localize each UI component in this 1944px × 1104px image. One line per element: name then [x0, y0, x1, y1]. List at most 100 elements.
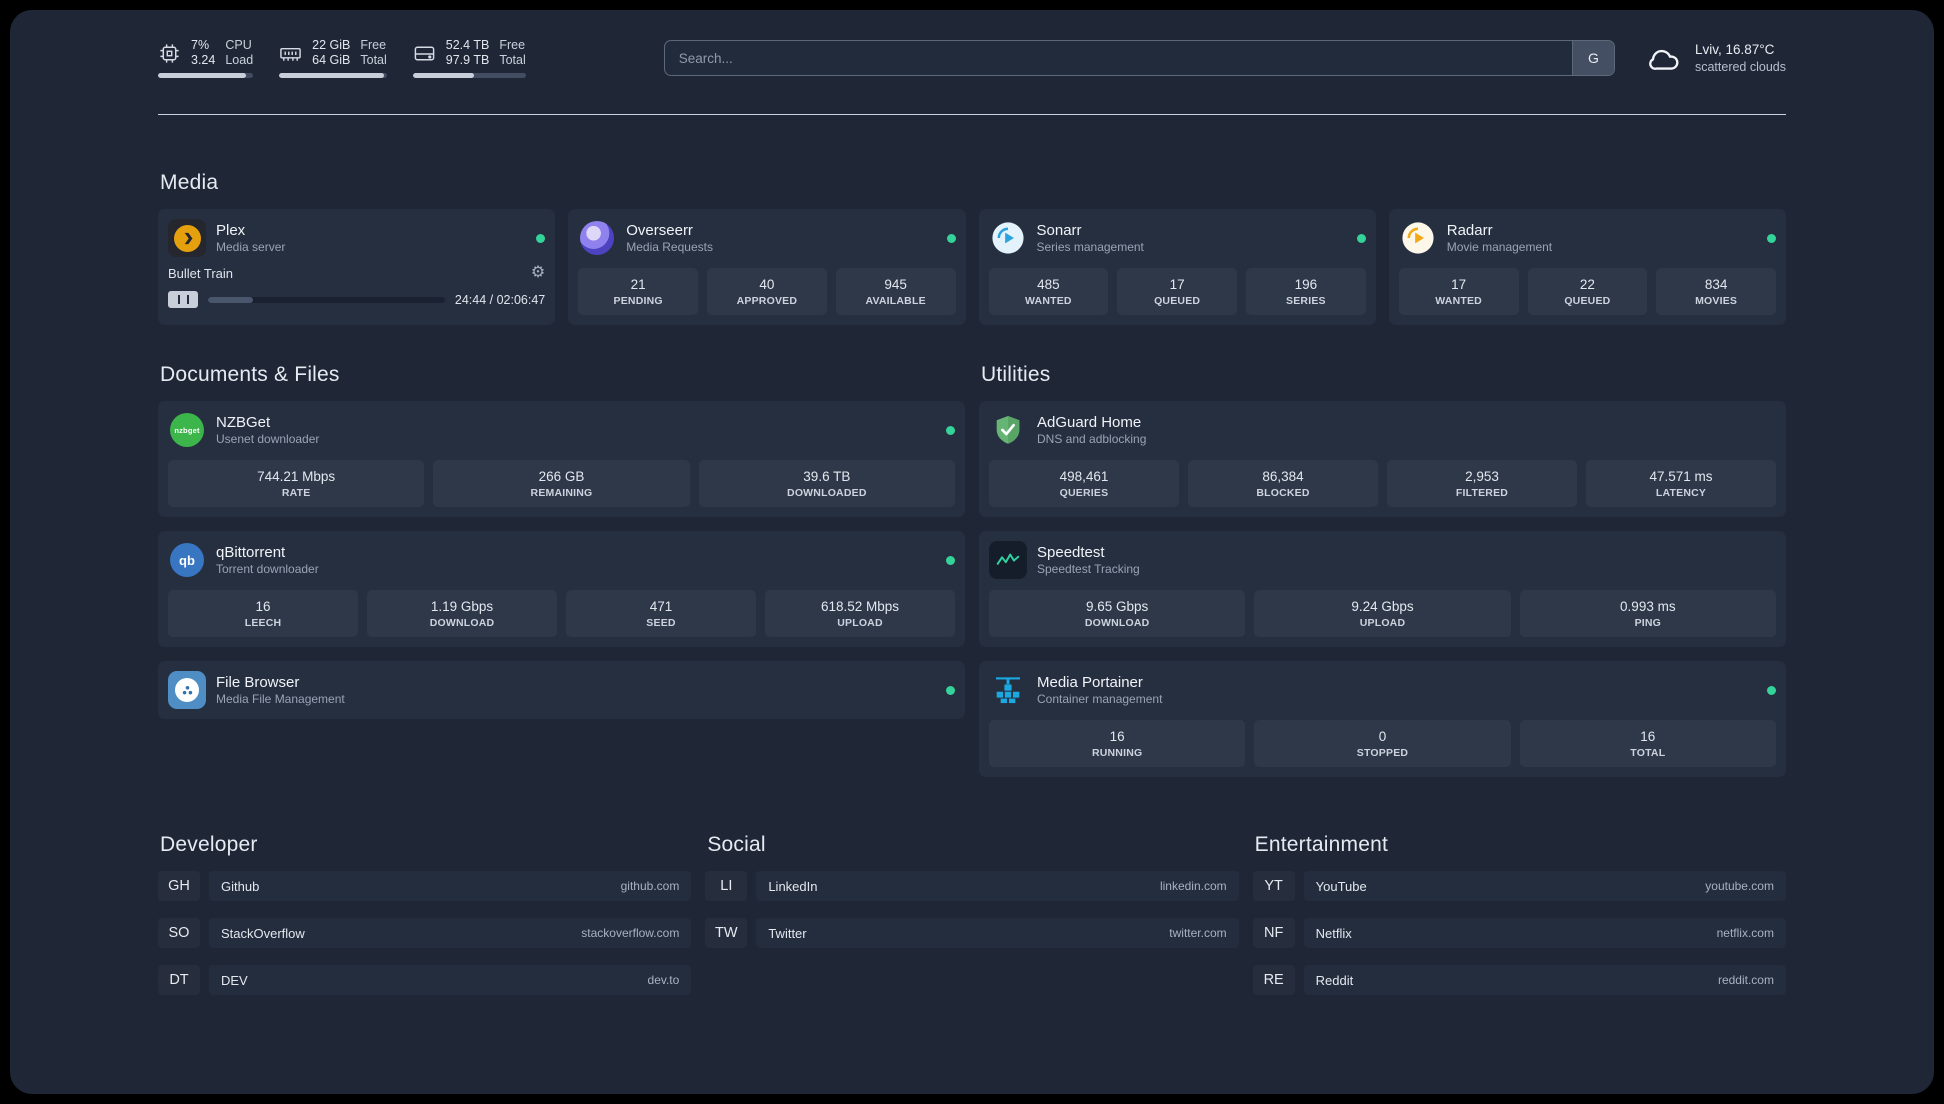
bookmark-link[interactable]: DEV dev.to: [209, 965, 692, 995]
service-card-nzbget[interactable]: nzbget NZBGet Usenet downloader 744.21 M…: [158, 401, 965, 517]
service-card-sonarr[interactable]: Sonarr Series management 485 WANTED 17 Q…: [978, 209, 1376, 325]
status-dot: [946, 685, 955, 695]
service-subtitle: DNS and adblocking: [1037, 432, 1147, 446]
service-title: NZBGet: [216, 414, 271, 431]
search-bar: G: [663, 40, 1615, 76]
now-playing-title: Bullet Train: [168, 265, 234, 281]
section-entertainment: Entertainment YT YouTube youtube.com NF …: [1253, 833, 1786, 1012]
overseerr-header: Overseerr Media Requests: [578, 219, 956, 257]
section-heading-developer: Developer: [160, 833, 258, 856]
service-subtitle: Media File Management: [216, 692, 345, 706]
bookmark-linkedin[interactable]: LI LinkedIn linkedin.com: [705, 871, 1239, 901]
bookmark-link[interactable]: StackOverflow stackoverflow.com: [209, 918, 692, 948]
cpu-widget: 7% 3.24 CPU Load: [158, 38, 254, 78]
nzbget-header: nzbget NZBGet Usenet downloader: [168, 411, 955, 449]
radarr-icon: [1399, 219, 1437, 257]
service-subtitle: Container management: [1037, 692, 1163, 706]
service-card-overseerr[interactable]: Overseerr Media Requests 21 PENDING 40 A…: [568, 209, 966, 325]
settings-gear-icon[interactable]: ⚙: [530, 264, 546, 281]
section-media: Media Plex Media server Bullet Train ⚙: [158, 171, 1786, 325]
service-subtitle: Media server: [216, 240, 286, 254]
media-cards: Plex Media server Bullet Train ⚙ 24:44 /…: [158, 209, 1786, 325]
service-subtitle: Usenet downloader: [216, 432, 320, 446]
section-utilities: Utilities AdGuard Home DNS and adblockin…: [979, 363, 1786, 777]
bookmark-twitter[interactable]: TW Twitter twitter.com: [705, 918, 1239, 948]
memory-values: 22 GiB 64 GiB: [312, 38, 351, 67]
bookmark-link[interactable]: Netflix netflix.com: [1303, 918, 1786, 948]
bookmark-link[interactable]: Github github.com: [209, 871, 692, 901]
section-heading-media: Media: [160, 171, 219, 194]
stat-filtered: 2,953 FILTERED: [1387, 460, 1577, 507]
weather-text: Lviv, 16.87°C scattered clouds: [1695, 41, 1786, 75]
section-heading-entertainment: Entertainment: [1254, 833, 1388, 856]
radarr-stats: 17 WANTED 22 QUEUED 834 MOVIES: [1398, 268, 1776, 315]
sonarr-header: Sonarr Series management: [989, 219, 1366, 257]
playback-progress[interactable]: [208, 296, 445, 303]
bookmark-link[interactable]: LinkedIn linkedin.com: [756, 871, 1239, 901]
section-heading-social: Social: [707, 833, 766, 856]
stat-downloaded: 39.6 TB DOWNLOADED: [698, 460, 955, 507]
bookmark-abbr: NF: [1253, 918, 1295, 948]
cpu-values: 7% 3.24: [191, 38, 216, 67]
sonarr-stats: 485 WANTED 17 QUEUED 196 SERIES: [988, 268, 1366, 315]
stat-approved: 40 APPROVED: [707, 268, 827, 315]
filebrowser-header: File Browser Media File Management: [168, 671, 955, 709]
bookmark-abbr: RE: [1253, 965, 1295, 995]
service-card-adguard[interactable]: AdGuard Home DNS and adblocking 498,461 …: [979, 401, 1786, 517]
bookmark-abbr: DT: [158, 965, 200, 995]
playback-time: 24:44 / 02:06:47: [454, 292, 546, 307]
service-subtitle: Movie management: [1446, 240, 1553, 254]
stat-seed: 471 SEED: [566, 590, 756, 637]
bookmark-stackoverflow[interactable]: SO StackOverflow stackoverflow.com: [158, 918, 692, 948]
pause-icon: [177, 295, 189, 304]
speedtest-header: Speedtest Speedtest Tracking: [989, 541, 1776, 579]
speedtest-icon: [989, 541, 1027, 579]
service-card-filebrowser[interactable]: File Browser Media File Management: [158, 661, 965, 719]
portainer-icon: [989, 671, 1027, 709]
service-card-qbittorrent[interactable]: qb qBittorrent Torrent downloader 16 LEE…: [158, 531, 965, 647]
bookmark-abbr: TW: [705, 918, 747, 948]
bookmark-netflix[interactable]: NF Netflix netflix.com: [1253, 918, 1786, 948]
service-title: Media Portainer: [1037, 674, 1143, 691]
stat-ping: 0.993 ms PING: [1519, 590, 1776, 637]
stat-leech: 16 LEECH: [168, 590, 358, 637]
service-card-radarr[interactable]: Radarr Movie management 17 WANTED 22 QUE…: [1388, 209, 1786, 325]
service-title: Sonarr: [1036, 222, 1082, 239]
bookmark-link[interactable]: YouTube youtube.com: [1303, 871, 1786, 901]
speedtest-stats: 9.65 Gbps DOWNLOAD 9.24 Gbps UPLOAD 0.99…: [989, 590, 1776, 637]
pause-button[interactable]: [168, 291, 198, 308]
sonarr-icon: [989, 219, 1027, 257]
stat-rate: 744.21 Mbps RATE: [168, 460, 425, 507]
search-input[interactable]: [664, 41, 1572, 75]
adguard-icon: [989, 411, 1027, 449]
topbar: 7% 3.24 CPU Load 22 GiB: [158, 32, 1786, 84]
stat-latency: 47.571 ms LATENCY: [1586, 460, 1776, 507]
bookmark-reddit[interactable]: RE Reddit reddit.com: [1253, 965, 1786, 995]
service-card-speedtest[interactable]: Speedtest Speedtest Tracking 9.65 Gbps D…: [979, 531, 1786, 647]
service-title: Overseerr: [626, 222, 693, 239]
qbittorrent-stats: 16 LEECH 1.19 Gbps DOWNLOAD 471 SEED 6: [168, 590, 955, 637]
status-dot: [946, 233, 956, 243]
qbittorrent-icon: qb: [168, 541, 206, 579]
resource-widgets: 7% 3.24 CPU Load 22 GiB: [158, 38, 526, 78]
cpu-progress-bar: [158, 73, 254, 78]
stat-stopped: 0 STOPPED: [1254, 720, 1511, 767]
status-dot: [1767, 233, 1776, 243]
status-dot: [1767, 685, 1776, 695]
bookmark-link[interactable]: Twitter twitter.com: [756, 918, 1239, 948]
status-dot: [1356, 233, 1366, 243]
disk-widget: 52.4 TB 97.9 TB Free Total: [412, 38, 526, 78]
service-card-plex[interactable]: Plex Media server Bullet Train ⚙ 24:44 /…: [158, 209, 556, 325]
portainer-stats: 16 RUNNING 0 STOPPED 16 TOTAL: [989, 720, 1776, 767]
service-card-portainer[interactable]: Media Portainer Container management 16 …: [979, 661, 1786, 777]
bookmark-youtube[interactable]: YT YouTube youtube.com: [1253, 871, 1786, 901]
stat-blocked: 86,384 BLOCKED: [1188, 460, 1378, 507]
qbittorrent-header: qb qBittorrent Torrent downloader: [168, 541, 955, 579]
bookmark-dev[interactable]: DT DEV dev.to: [158, 965, 692, 995]
nzbget-stats: 744.21 Mbps RATE 266 GB REMAINING 39.6 T…: [168, 460, 955, 507]
bookmark-link[interactable]: Reddit reddit.com: [1303, 965, 1786, 995]
service-title: Radarr: [1446, 222, 1493, 239]
bookmark-github[interactable]: GH Github github.com: [158, 871, 692, 901]
stat-running: 16 RUNNING: [989, 720, 1246, 767]
search-provider-button[interactable]: G: [1571, 41, 1614, 75]
